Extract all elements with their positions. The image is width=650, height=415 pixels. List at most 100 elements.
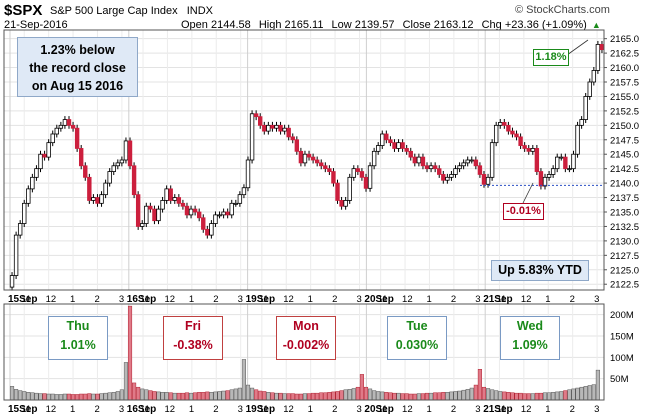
x-tick-label: 3: [594, 404, 599, 415]
y-tick-label: 2155.0: [610, 92, 639, 103]
volume-bar: [453, 391, 458, 401]
volume-tick-label: 150M: [610, 332, 634, 343]
volume-bar: [359, 374, 364, 401]
candle: [217, 214, 222, 217]
candle: [363, 176, 369, 189]
volume-bar: [18, 390, 23, 401]
x-tick-label: 16Sep: [127, 404, 156, 415]
candle: [359, 171, 365, 178]
day-change-value: 0.030%: [395, 338, 439, 352]
candle: [262, 124, 267, 132]
x-tick-label: 15Sep: [8, 404, 37, 415]
candle: [485, 176, 491, 185]
volume-bar: [514, 392, 519, 401]
x-tick-label: 2: [332, 404, 337, 415]
candle: [192, 208, 198, 213]
day-change-value: 1.09%: [512, 338, 548, 352]
x-tick-label: 1: [70, 404, 75, 415]
candle: [38, 153, 43, 170]
x-tick-label: 12: [283, 294, 294, 305]
volume-bar: [595, 369, 600, 401]
x-tick-label: 21Sep: [483, 404, 512, 415]
candle: [298, 150, 304, 164]
y-tick-label: 2122.5: [610, 280, 639, 291]
x-tick-label: 15Sep: [8, 294, 37, 305]
exchange-text: INDX: [186, 5, 213, 17]
candle: [78, 148, 84, 167]
high-value: 2165.11: [284, 19, 324, 31]
x-tick-label: 11: [496, 404, 506, 415]
volume-bar: [168, 392, 173, 401]
candle: [526, 148, 531, 152]
candle: [42, 153, 47, 158]
x-tick-label: 11: [140, 294, 150, 305]
candle: [111, 165, 116, 172]
y-tick-label: 2160.0: [610, 63, 639, 74]
x-tick-label: 2: [570, 294, 575, 305]
candle: [587, 81, 592, 97]
volume-bar: [156, 391, 161, 401]
volume-tick-label: 50M: [610, 374, 629, 385]
volume-bar: [62, 393, 67, 401]
candle: [62, 119, 68, 126]
candle: [563, 156, 568, 170]
y-tick-label: 2140.0: [610, 179, 639, 190]
volume-bar: [217, 391, 222, 401]
volume-bar: [559, 391, 564, 401]
volume-bar: [555, 391, 560, 401]
index-name: S&P 500 Large Cap Index INDX: [50, 5, 213, 17]
volume-bar: [327, 392, 332, 401]
candle: [135, 194, 141, 227]
volume-bar: [547, 392, 552, 401]
volume-bar: [193, 392, 198, 401]
candle: [331, 171, 336, 184]
index-name-text: S&P 500 Large Cap Index: [50, 5, 178, 17]
volume-bar: [376, 391, 381, 401]
candle: [473, 159, 479, 167]
x-tick-label: 1: [545, 294, 550, 305]
volume-bar: [591, 384, 596, 401]
volume-bar: [351, 388, 356, 401]
candle: [294, 139, 300, 152]
volume-bar: [180, 392, 185, 401]
y-tick-label: 2130.0: [610, 236, 639, 247]
x-tick-label: 11: [259, 294, 269, 305]
candle: [30, 176, 35, 190]
candle: [54, 127, 59, 135]
candle: [489, 142, 495, 178]
candle: [9, 275, 15, 288]
candle: [34, 168, 39, 178]
symbol: $SPX: [4, 2, 43, 19]
candle: [583, 96, 588, 120]
chg-label: Chg: [481, 19, 502, 31]
volume-bar: [298, 393, 303, 401]
volume-bar: [87, 393, 92, 401]
x-tick-label: 11: [21, 404, 31, 415]
candle: [384, 133, 389, 141]
candle: [17, 223, 23, 236]
candle: [249, 113, 255, 161]
low-label: Low: [331, 19, 352, 31]
x-tick-label: 1: [308, 404, 313, 415]
volume-bar: [172, 392, 177, 401]
candle: [213, 214, 218, 224]
ytd-annotation: Up 5.83% YTD: [491, 260, 589, 281]
volume-bar: [30, 392, 35, 401]
candle: [481, 174, 487, 185]
candle: [416, 156, 422, 164]
candle: [465, 159, 470, 164]
price-grid: [4, 30, 604, 290]
candle: [58, 124, 64, 129]
x-tick-label: 11: [496, 294, 506, 305]
y-tick-label: 2127.5: [610, 251, 639, 262]
candle: [50, 133, 55, 144]
candle: [22, 202, 27, 224]
volume-bar: [66, 393, 72, 401]
x-tick-label: 2: [451, 294, 456, 305]
candle: [343, 200, 348, 207]
volume-bar: [331, 391, 336, 401]
volume-bar: [46, 393, 51, 401]
volume-bar: [587, 385, 592, 401]
volume-bar: [229, 389, 234, 401]
day-change-box: Mon -0.002%: [276, 316, 336, 360]
